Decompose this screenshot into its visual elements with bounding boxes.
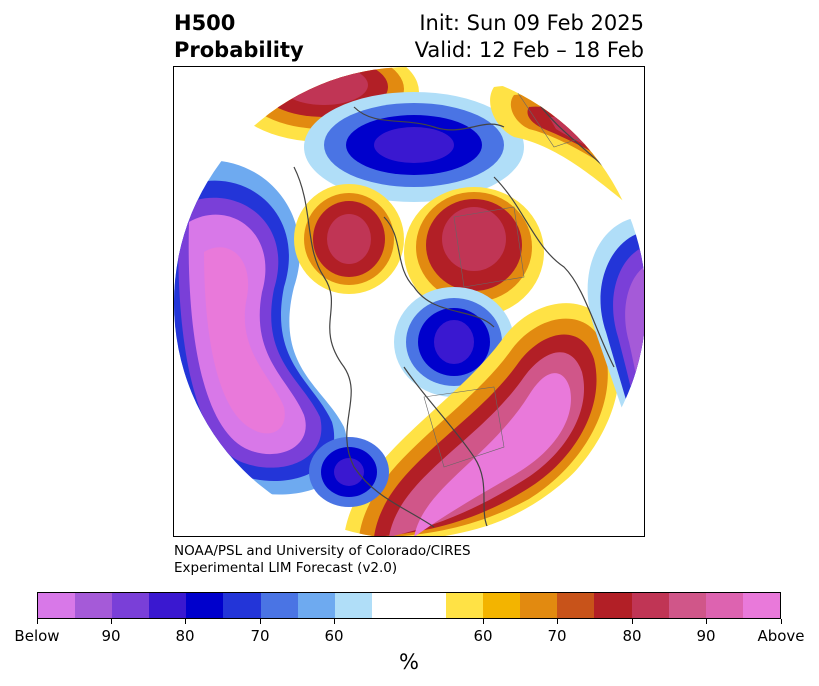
colorbar-swatch	[446, 593, 484, 618]
colorbar-swatch	[38, 593, 76, 618]
colorbar-tick-label: 60	[473, 627, 493, 645]
credit-text: NOAA/PSL and University of Colorado/CIRE…	[174, 543, 471, 577]
init-date-label: Init: Sun 09 Feb 2025	[419, 11, 644, 35]
above-anomaly-east-asia	[344, 303, 620, 536]
map-panel	[173, 66, 645, 537]
colorbar-swatch	[334, 593, 372, 618]
title-line-1: H500	[174, 11, 236, 35]
colorbar-tick-label: 60	[324, 627, 344, 645]
colorbar-swatch	[260, 593, 298, 618]
colorbar-tick-mark	[781, 619, 782, 624]
below-anomaly-arctic	[304, 92, 524, 202]
colorbar-swatch	[705, 593, 743, 618]
below-anomaly-southeast-us	[309, 437, 389, 507]
above-anomaly-central-russia	[404, 187, 544, 317]
colorbar-swatch	[668, 593, 706, 618]
colorbar	[37, 592, 781, 619]
colorbar-swatch	[483, 593, 521, 618]
colorbar-tick-label: 70	[250, 627, 270, 645]
title-line-2: Probability	[174, 38, 304, 62]
colorbar-tick-label: 70	[547, 627, 567, 645]
colorbar-tick-label: Above	[757, 627, 805, 645]
map-title: H500 Probability	[174, 10, 304, 64]
colorbar-tick-mark	[37, 619, 38, 624]
probability-map	[174, 67, 644, 536]
colorbar-tick-label: 80	[175, 627, 195, 645]
colorbar-tick-label: Below	[14, 627, 60, 645]
colorbar-tick-mark	[632, 619, 633, 624]
colorbar-swatch	[149, 593, 187, 618]
colorbar-tick-mark	[334, 619, 335, 624]
colorbar-swatch	[742, 593, 780, 618]
colorbar-tick-mark	[111, 619, 112, 624]
colorbar-tick-label: 80	[622, 627, 642, 645]
credit-line-1: NOAA/PSL and University of Colorado/CIRE…	[174, 543, 471, 559]
above-anomaly-europe	[294, 184, 404, 294]
colorbar-tick-label: 90	[101, 627, 121, 645]
colorbar-swatch	[557, 593, 595, 618]
colorbar-swatch	[75, 593, 113, 618]
colorbar-swatch	[520, 593, 558, 618]
valid-date-label: Valid: 12 Feb – 18 Feb	[414, 38, 644, 62]
colorbar-swatch	[371, 593, 447, 618]
credit-line-2: Experimental LIM Forecast (v2.0)	[174, 560, 398, 576]
colorbar-swatch	[112, 593, 150, 618]
colorbar-swatch	[594, 593, 632, 618]
colorbar-swatch	[186, 593, 224, 618]
colorbar-tick-mark	[483, 619, 484, 624]
map-disc	[174, 67, 644, 536]
colorbar-unit-label: %	[399, 650, 419, 674]
colorbar-swatch	[631, 593, 669, 618]
colorbar-tick-mark	[260, 619, 261, 624]
colorbar-tick-label: 90	[696, 627, 716, 645]
colorbar-tick-mark	[557, 619, 558, 624]
colorbar-tick-mark	[706, 619, 707, 624]
colorbar-swatch	[223, 593, 261, 618]
forecast-dates: Init: Sun 09 Feb 2025 Valid: 12 Feb – 18…	[415, 10, 644, 64]
colorbar-tick-mark	[185, 619, 186, 624]
colorbar-swatch	[297, 593, 335, 618]
